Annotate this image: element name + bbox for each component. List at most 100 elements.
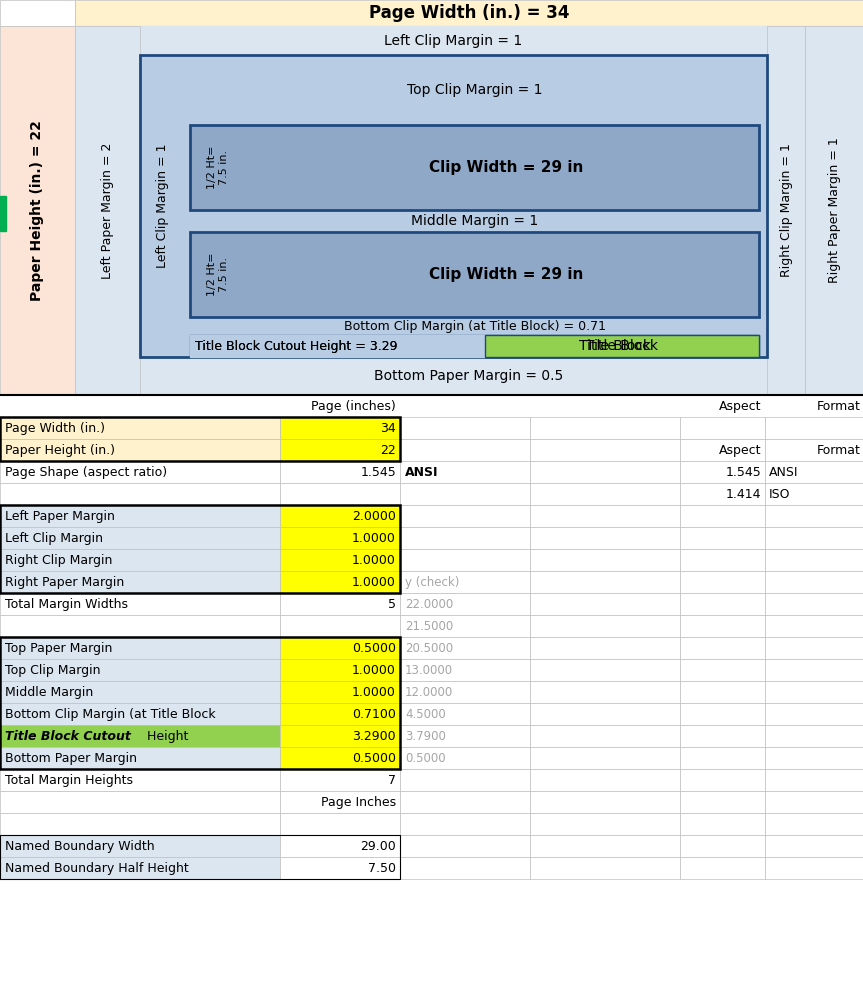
Bar xyxy=(680,615,765,637)
Bar xyxy=(0,483,280,505)
Text: 0.5000: 0.5000 xyxy=(352,752,396,765)
Bar xyxy=(765,615,863,637)
Text: 1/2 Ht=
7.5 in.: 1/2 Ht= 7.5 in. xyxy=(207,253,229,296)
Bar xyxy=(280,769,400,791)
Bar xyxy=(0,857,280,879)
Text: Clip Width = 29 in: Clip Width = 29 in xyxy=(429,160,583,175)
Text: 1/2 Ht=
7.5 in.: 1/2 Ht= 7.5 in. xyxy=(207,145,229,189)
Text: Clip Width = 29 in: Clip Width = 29 in xyxy=(429,267,583,282)
Bar xyxy=(530,791,680,813)
Bar xyxy=(280,417,400,439)
Bar xyxy=(280,659,400,681)
Bar xyxy=(0,835,400,879)
Bar xyxy=(400,439,530,461)
Bar xyxy=(530,769,680,791)
Text: 13.0000: 13.0000 xyxy=(405,663,453,676)
Bar xyxy=(280,439,400,461)
Text: Total Margin Heights: Total Margin Heights xyxy=(5,774,133,787)
Bar xyxy=(765,659,863,681)
Bar xyxy=(280,835,400,857)
Text: Top Clip Margin: Top Clip Margin xyxy=(5,663,100,676)
Text: Middle Margin: Middle Margin xyxy=(5,685,93,698)
Bar xyxy=(530,571,680,593)
Text: 7.50: 7.50 xyxy=(368,862,396,874)
Bar xyxy=(680,703,765,725)
Bar xyxy=(765,439,863,461)
Bar xyxy=(765,637,863,659)
Bar xyxy=(400,461,530,483)
Text: Height: Height xyxy=(143,729,188,742)
Bar xyxy=(530,813,680,835)
Bar xyxy=(190,335,485,357)
Bar xyxy=(0,813,280,835)
Text: Middle Margin = 1: Middle Margin = 1 xyxy=(411,214,539,228)
Bar xyxy=(190,232,759,317)
Bar xyxy=(280,549,400,571)
Bar xyxy=(530,835,680,857)
Bar xyxy=(530,725,680,747)
Bar xyxy=(765,769,863,791)
Bar xyxy=(280,747,400,769)
Bar xyxy=(0,615,280,637)
Text: 3.7900: 3.7900 xyxy=(405,729,446,742)
Bar xyxy=(680,659,765,681)
Bar xyxy=(400,791,530,813)
Bar xyxy=(765,505,863,527)
Bar xyxy=(765,857,863,879)
Bar xyxy=(680,791,765,813)
Text: 4.5000: 4.5000 xyxy=(405,707,446,720)
Bar xyxy=(530,659,680,681)
Bar xyxy=(190,335,759,357)
Text: Title Block Cutout: Title Block Cutout xyxy=(5,729,131,742)
Bar xyxy=(0,571,280,593)
Bar xyxy=(805,26,863,395)
Bar xyxy=(0,527,280,549)
Bar xyxy=(680,461,765,483)
Bar xyxy=(190,125,759,210)
Text: Left Paper Margin: Left Paper Margin xyxy=(5,510,115,523)
Bar xyxy=(75,0,863,26)
Bar xyxy=(680,835,765,857)
Bar xyxy=(765,703,863,725)
Bar xyxy=(530,637,680,659)
Bar xyxy=(0,659,280,681)
Bar xyxy=(400,835,530,857)
Bar xyxy=(400,483,530,505)
Text: ISO: ISO xyxy=(769,487,791,501)
Bar xyxy=(0,593,280,615)
Bar xyxy=(765,835,863,857)
Text: 7: 7 xyxy=(388,774,396,787)
Bar xyxy=(765,461,863,483)
Bar xyxy=(680,681,765,703)
Bar xyxy=(0,681,280,703)
Text: 20.5000: 20.5000 xyxy=(405,641,453,654)
Bar xyxy=(0,505,280,527)
Bar xyxy=(280,681,400,703)
Bar xyxy=(0,725,280,747)
Text: Top Paper Margin: Top Paper Margin xyxy=(5,641,112,654)
Bar xyxy=(680,813,765,835)
Bar xyxy=(400,857,530,879)
Bar xyxy=(280,571,400,593)
Text: 3.2900: 3.2900 xyxy=(352,729,396,742)
Text: Left Clip Margin = 1: Left Clip Margin = 1 xyxy=(384,34,523,48)
Text: 12.0000: 12.0000 xyxy=(405,685,453,698)
Bar xyxy=(400,615,530,637)
Bar xyxy=(400,549,530,571)
Bar xyxy=(400,571,530,593)
Bar xyxy=(530,483,680,505)
Bar xyxy=(530,439,680,461)
Text: ANSI: ANSI xyxy=(769,465,798,478)
Text: Title Block Cutout Height = 3.29: Title Block Cutout Height = 3.29 xyxy=(195,340,398,353)
Bar xyxy=(280,483,400,505)
Text: Named Boundary Width: Named Boundary Width xyxy=(5,840,154,853)
Bar xyxy=(765,813,863,835)
Bar xyxy=(530,505,680,527)
Bar xyxy=(0,637,400,769)
Text: ANSI: ANSI xyxy=(405,465,438,478)
Bar xyxy=(765,725,863,747)
Bar xyxy=(680,769,765,791)
Bar xyxy=(530,527,680,549)
Text: 1.545: 1.545 xyxy=(360,465,396,478)
Text: Page Width (in.) = 34: Page Width (in.) = 34 xyxy=(369,4,570,22)
